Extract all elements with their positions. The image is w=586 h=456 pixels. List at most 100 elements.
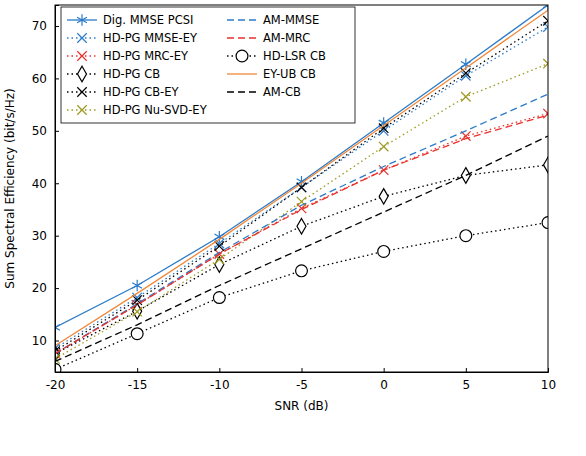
tick-mark xyxy=(384,368,385,372)
legend-item: HD-PG MMSE-EY xyxy=(67,31,198,45)
legend-item: HD-PG CB-EY xyxy=(67,85,179,99)
series-marker xyxy=(378,245,390,257)
chart: -20 -15 -10 -5 0 5 10 10 20 30 40 50 60 70 SNR (dB) Sum… xyxy=(0,0,586,456)
tick-label: 10 xyxy=(32,334,47,348)
tick-label: 10 xyxy=(541,378,556,392)
legend-label: Dig. MMSE PCSI xyxy=(103,13,193,27)
series-marker xyxy=(379,142,388,151)
tick: 20 xyxy=(32,281,59,295)
legend-label: HD-PG Nu-SVD-EY xyxy=(103,103,208,117)
tick-label: 60 xyxy=(32,72,47,86)
series-marker xyxy=(543,5,548,11)
legend-item: HD-PG CB xyxy=(67,66,160,82)
y-axis-title: Sum Spectral Efficiency (bit/s/Hz) xyxy=(3,88,17,288)
x-axis-title: SNR (dB) xyxy=(275,399,329,413)
series-marker xyxy=(379,189,388,205)
tick-label: -5 xyxy=(296,378,308,392)
tick-mark xyxy=(55,131,59,132)
legend-item: AM-MMSE xyxy=(227,13,319,27)
legend-line xyxy=(227,73,257,74)
legend-item: AM-CB xyxy=(227,85,301,99)
series-line xyxy=(55,21,548,351)
legend-label: HD-PG CB xyxy=(103,67,160,81)
tick-mark xyxy=(55,236,59,237)
tick: 10 xyxy=(32,334,59,348)
legend-item: HD-PG Nu-SVD-EY xyxy=(67,103,208,117)
series-marker xyxy=(131,328,143,340)
tick: -5 xyxy=(296,368,308,392)
tick: 60 xyxy=(32,72,59,86)
tick: 10 xyxy=(541,368,556,392)
series-marker xyxy=(297,183,306,192)
series-marker xyxy=(544,157,548,173)
legend-marker xyxy=(236,50,248,62)
legend-label: AM-MMSE xyxy=(263,13,319,27)
tick-mark xyxy=(302,368,303,372)
legend-label: HD-PG MMSE-EY xyxy=(103,31,198,45)
tick-label: 5 xyxy=(463,378,471,392)
legend-label: AM-CB xyxy=(263,85,301,99)
tick-mark xyxy=(55,26,59,27)
legend-item: HD-LSR CB xyxy=(227,49,326,63)
tick-mark xyxy=(55,78,59,79)
tick: -15 xyxy=(128,368,148,392)
series-line xyxy=(55,223,548,370)
legend-label: EY-UB CB xyxy=(263,67,316,81)
tick-mark xyxy=(137,368,138,372)
plot-area xyxy=(55,5,548,372)
legend: Dig. MMSE PCSI HD-PG MMSE-EY HD-PG MRC-EY H… xyxy=(61,7,355,123)
tick: 40 xyxy=(32,177,59,191)
legend-item: AM-MRC xyxy=(227,31,310,45)
tick-label: 70 xyxy=(32,19,47,33)
series-line xyxy=(55,10,548,346)
series-line xyxy=(55,165,548,354)
tick-label: 20 xyxy=(32,281,47,295)
legend-label: HD-PG MRC-EY xyxy=(103,49,189,63)
series-marker xyxy=(460,230,472,242)
tick-mark xyxy=(55,183,59,184)
series-line xyxy=(55,114,548,354)
tick-mark xyxy=(466,368,467,372)
legend-marker xyxy=(78,66,87,82)
tick: 5 xyxy=(463,368,471,392)
axis-line xyxy=(56,6,60,373)
tick-label: 0 xyxy=(380,378,388,392)
tick-label: 50 xyxy=(32,124,47,138)
series-marker xyxy=(213,292,225,304)
legend-label: HD-LSR CB xyxy=(263,49,326,63)
series-marker xyxy=(461,92,470,101)
legend-label: HD-PG CB-EY xyxy=(103,85,179,99)
legend-item: Dig. MMSE PCSI xyxy=(67,13,193,27)
legend-item: EY-UB CB xyxy=(227,67,316,81)
tick: 30 xyxy=(32,229,59,243)
tick-label: -10 xyxy=(210,378,230,392)
x-axis: -20 -15 -10 -5 0 5 10 xyxy=(46,368,556,392)
series-marker xyxy=(297,183,306,192)
axis-line xyxy=(56,368,549,373)
plot-frame xyxy=(55,5,548,372)
series-marker xyxy=(543,16,548,25)
tick: -10 xyxy=(210,368,230,392)
series-marker xyxy=(132,307,141,316)
legend-label: AM-MRC xyxy=(263,31,310,45)
tick-mark xyxy=(55,341,59,342)
legend-line xyxy=(227,91,257,92)
tick: 70 xyxy=(32,19,59,33)
legend-marker xyxy=(77,87,86,96)
legend-box xyxy=(61,7,355,123)
tick: 0 xyxy=(380,368,388,392)
tick-label: -20 xyxy=(46,378,66,392)
legend-item: HD-PG MRC-EY xyxy=(67,49,189,63)
tick-label: 40 xyxy=(32,177,47,191)
tick-mark xyxy=(55,288,59,289)
series-line xyxy=(55,27,548,348)
tick-label: -15 xyxy=(128,378,148,392)
legend-line xyxy=(227,19,257,20)
series-marker xyxy=(542,217,548,229)
tick-mark xyxy=(219,368,220,372)
series-marker xyxy=(297,218,306,234)
tick-mark xyxy=(548,368,549,372)
legend-marker xyxy=(77,51,86,60)
legend-marker xyxy=(77,105,86,114)
series-marker xyxy=(543,59,548,68)
